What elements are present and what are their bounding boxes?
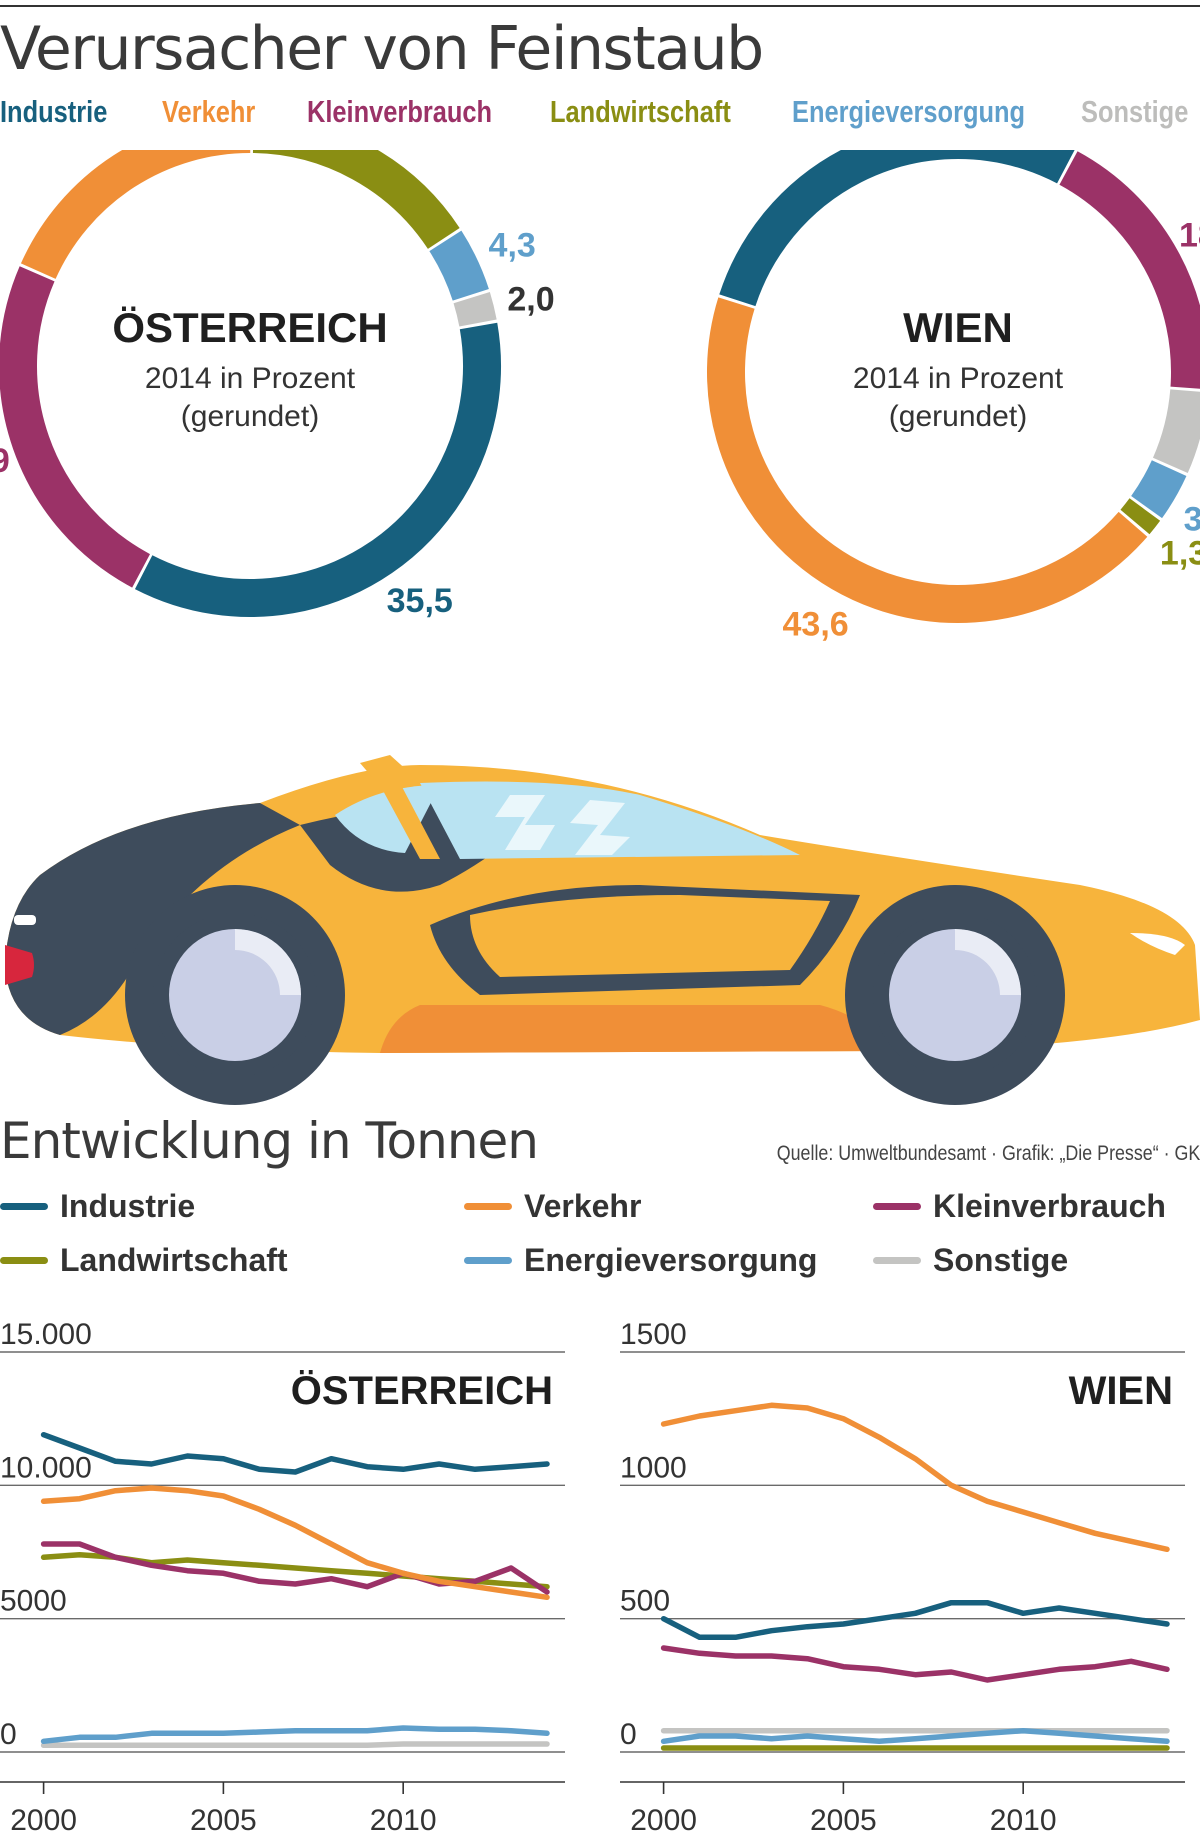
legend-swatch bbox=[873, 1256, 921, 1264]
series-line-sonstige bbox=[40, 1741, 550, 1749]
section-title: Entwicklung in Tonnen bbox=[0, 1112, 539, 1170]
legend-item-industrie: Industrie bbox=[0, 1184, 195, 1228]
legend-top-energieversorgung: Energieversorgung bbox=[792, 94, 1026, 129]
series-line-verkehr bbox=[40, 1485, 550, 1601]
donut-slice-industrie bbox=[707, 150, 1200, 623]
donut-center-title: WIEN bbox=[903, 304, 1013, 351]
y-tick-label: 1500 bbox=[620, 1318, 687, 1351]
rear-wheel bbox=[125, 885, 345, 1105]
legend-label: Sonstige bbox=[933, 1241, 1069, 1278]
donut-center-title: ÖSTERREICH bbox=[112, 304, 387, 351]
x-tick-label: 2000 bbox=[630, 1804, 697, 1836]
legend-bottom: Industrie Verkehr Kleinverbrauch Landwir… bbox=[0, 1184, 1200, 1294]
car-headlight bbox=[1130, 933, 1185, 955]
series-line-energieversorgung bbox=[660, 1727, 1170, 1745]
legend-swatch bbox=[464, 1202, 512, 1210]
y-tick-label: 0 bbox=[620, 1718, 637, 1751]
donut-label-verkehr: 43,6 bbox=[783, 605, 849, 643]
car-rear-panel bbox=[5, 803, 300, 1035]
donut-slice-sonstige bbox=[707, 150, 1200, 623]
donut-label-landwirtschaft: 1,3 bbox=[1160, 535, 1200, 573]
y-tick-label: 15.000 bbox=[0, 1318, 92, 1351]
source-note: Quelle: Umweltbundesamt · Grafik: „Die P… bbox=[776, 1142, 1200, 1165]
legend-swatch bbox=[873, 1202, 921, 1210]
legend-swatch bbox=[0, 1202, 48, 1210]
y-tick-label: 5000 bbox=[0, 1585, 67, 1618]
legend-item-landwirtschaft: Landwirtschaft bbox=[0, 1238, 288, 1282]
donut-slice-energieversorgung bbox=[0, 150, 501, 617]
y-tick-label: 10.000 bbox=[0, 1451, 92, 1484]
legend-top: Industrie Verkehr Kleinverbrauch Landwir… bbox=[0, 94, 1200, 138]
line-chart-title: WIEN bbox=[1069, 1369, 1173, 1413]
donut-label-kleinverbrauch: 23,9 bbox=[0, 442, 10, 480]
donut-label-sonstige: 2,0 bbox=[507, 280, 554, 318]
legend-top-verkehr: Verkehr bbox=[162, 94, 256, 129]
donut-center-subtitle: 2014 in Prozent bbox=[145, 362, 356, 395]
legend-swatch bbox=[0, 1256, 48, 1264]
legend-item-energieversorgung: Energieversorgung bbox=[464, 1238, 817, 1282]
donut-center-subtitle: (gerundet) bbox=[181, 400, 319, 433]
y-tick-label: 1000 bbox=[620, 1451, 687, 1484]
page-title: Verursacher von Feinstaub bbox=[0, 14, 764, 84]
x-tick-label: 2000 bbox=[10, 1804, 77, 1836]
legend-label: Energieversorgung bbox=[524, 1241, 818, 1278]
legend-top-sonstige: Sonstige bbox=[1081, 94, 1189, 129]
car-tail-light bbox=[5, 945, 34, 985]
legend-item-kleinverbrauch: Kleinverbrauch bbox=[873, 1184, 1166, 1228]
x-tick-label: 2010 bbox=[370, 1804, 437, 1836]
line-chart-wien: 0 500 1000 1500 2000 2005 2010 WIEN bbox=[620, 1318, 1185, 1836]
legend-top-landwirtschaft: Landwirtschaft bbox=[550, 94, 731, 129]
legend-top-industrie: Industrie bbox=[0, 94, 108, 129]
legend-label: Industrie bbox=[60, 1187, 196, 1224]
legend-item-sonstige: Sonstige bbox=[873, 1238, 1068, 1282]
donut-slice-kleinverbrauch bbox=[707, 150, 1200, 623]
donut-label-kleinverbrauch: 18,4 bbox=[1179, 216, 1200, 254]
legend-label: Landwirtschaft bbox=[60, 1241, 288, 1278]
x-tick-label: 2005 bbox=[190, 1804, 257, 1836]
front-wheel bbox=[845, 885, 1065, 1105]
line-chart-oesterreich: 0 5000 10.000 15.000 2000 2005 2010 ÖSTERREICH bbox=[0, 1318, 565, 1836]
x-tick-label: 2010 bbox=[990, 1804, 1057, 1836]
donut-center-subtitle: (gerundet) bbox=[889, 400, 1027, 433]
top-rule bbox=[0, 5, 1200, 7]
donut-center-subtitle: 2014 in Prozent bbox=[853, 362, 1064, 395]
donut-slice-energieversorgung bbox=[707, 150, 1200, 623]
line-chart-title: ÖSTERREICH bbox=[291, 1368, 553, 1413]
y-tick-label: 0 bbox=[0, 1718, 17, 1751]
donut-slice-kleinverbrauch bbox=[0, 150, 501, 617]
series-line-verkehr bbox=[660, 1402, 1170, 1553]
donut-slice-sonstige bbox=[0, 150, 501, 617]
sports-car-illustration bbox=[5, 755, 1200, 1105]
y-tick-label: 500 bbox=[620, 1585, 670, 1618]
legend-item-verkehr: Verkehr bbox=[464, 1184, 641, 1228]
donut-label-energieversorgung: 3,3 bbox=[1184, 500, 1200, 538]
donut-label-industrie: 35,5 bbox=[387, 582, 453, 620]
legend-label: Kleinverbrauch bbox=[933, 1187, 1166, 1224]
series-line-industrie bbox=[40, 1431, 550, 1475]
series-line-industrie bbox=[660, 1599, 1170, 1641]
x-tick-label: 2005 bbox=[810, 1804, 877, 1836]
series-line-kleinverbrauch bbox=[660, 1645, 1170, 1683]
series-line-energieversorgung bbox=[40, 1725, 550, 1745]
legend-label: Verkehr bbox=[524, 1187, 642, 1224]
legend-top-kleinverbrauch: Kleinverbrauch bbox=[307, 94, 493, 129]
donut-slice-landwirtschaft bbox=[707, 150, 1200, 623]
donut-label-energieversorgung: 4,3 bbox=[489, 226, 536, 264]
legend-swatch bbox=[464, 1256, 512, 1264]
